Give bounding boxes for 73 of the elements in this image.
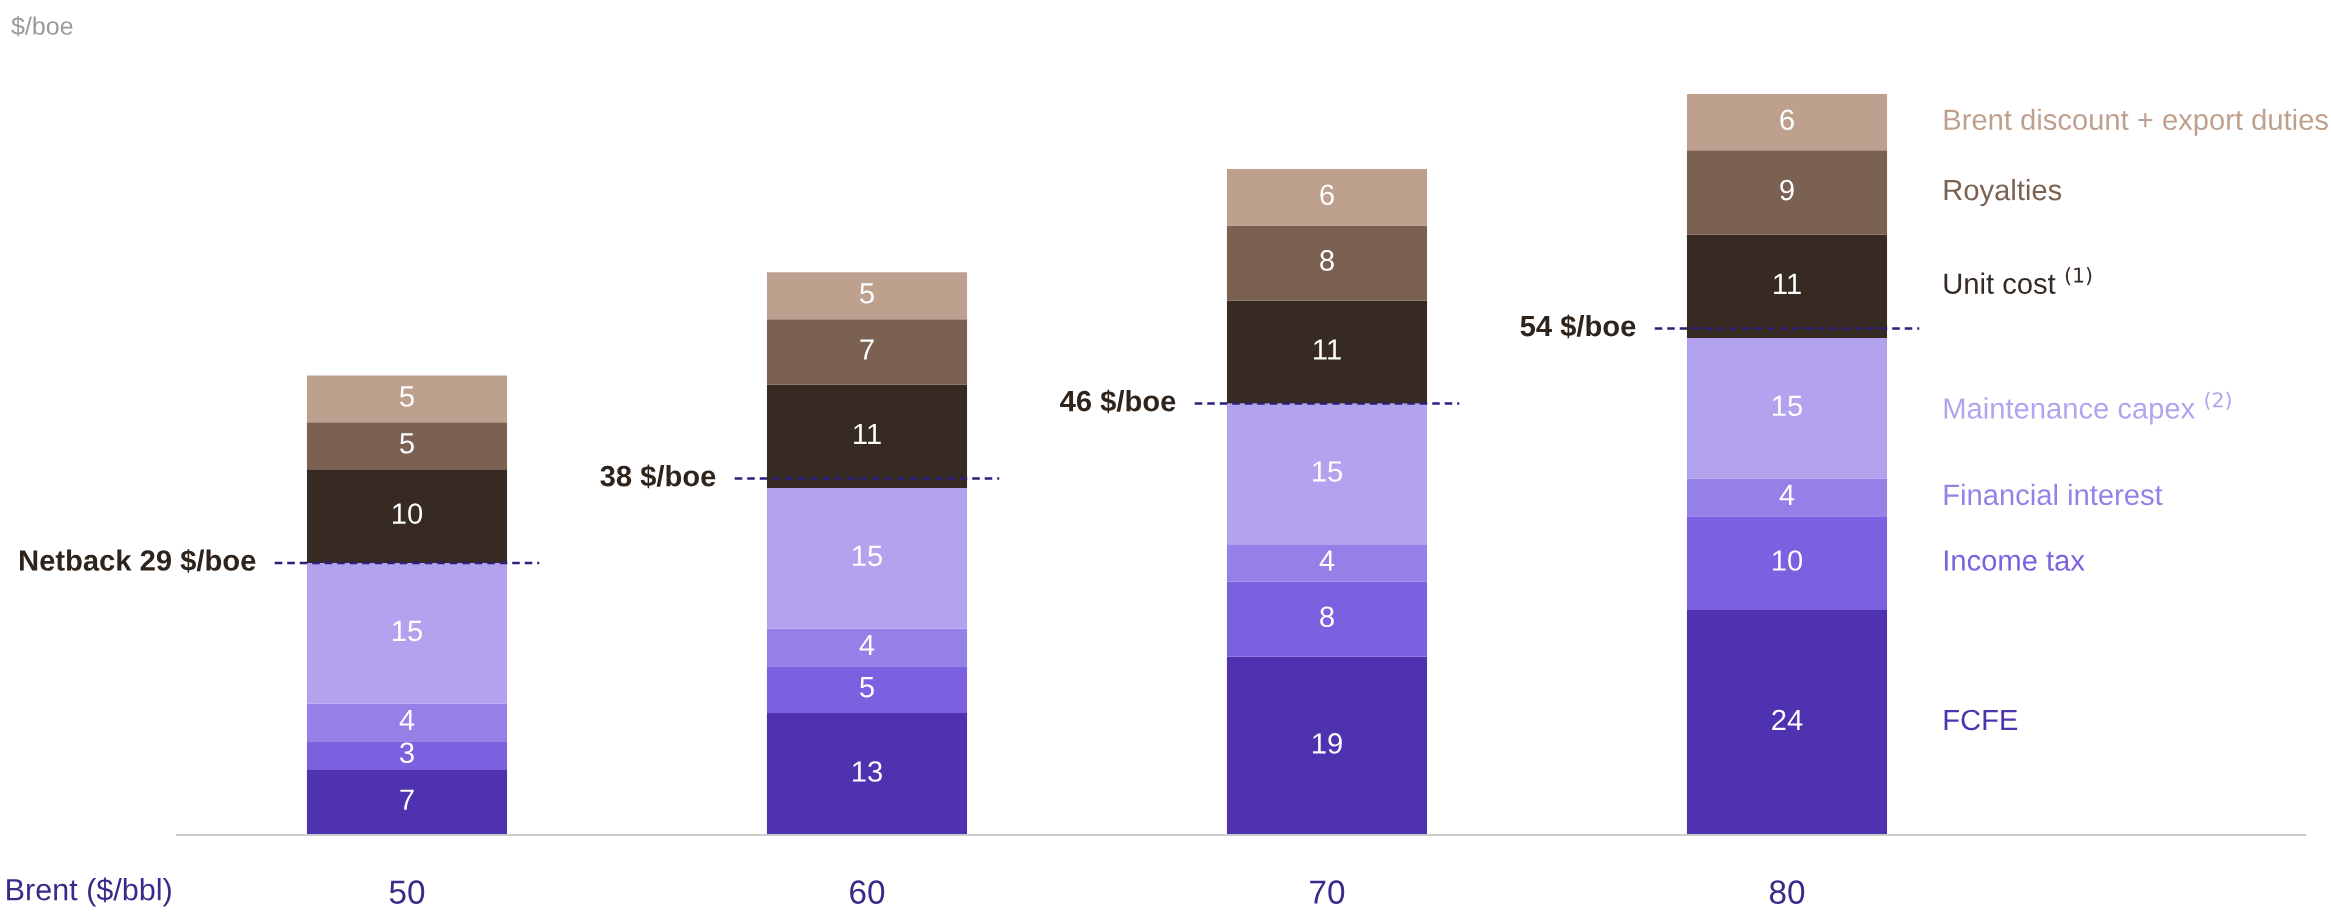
data-label: 13 [853,761,882,782]
bar [1686,337,1888,479]
bar [1226,169,1428,226]
ref-line-label: 46 $/boe [1060,389,1176,414]
series-label: Income tax [1944,550,2085,571]
data-label: 4 [1319,550,1335,571]
data-label: 7 [400,789,414,810]
bar [306,741,508,770]
series-label: Maintenance capex $^{(2)}$ [1944,391,2231,425]
data-label: 9 [1780,179,1794,201]
bar [766,487,968,629]
data-label: 11 [854,423,881,444]
series-label: Unit cost $^{(1)}$ [1944,267,2092,294]
data-label: 8 [1320,250,1334,271]
data-label: 4 [859,634,875,655]
x-tick-label: 70 [1310,880,1345,904]
bar [1226,300,1428,404]
x-tick-label: 50 [389,880,425,904]
data-label: 15 [393,620,422,642]
bar [306,469,508,564]
bar [1226,403,1428,545]
bar [306,422,508,470]
bar [1226,225,1428,301]
bar [1686,94,1888,151]
x-axis-title: Brent ($/bbl) [7,877,171,907]
data-label: 7 [860,339,874,360]
x-tick-label: 80 [1769,880,1805,904]
data-label: 15 [1313,461,1342,482]
data-label: 5 [400,433,414,454]
bar [766,666,968,714]
bar [766,628,968,667]
bar [306,769,508,835]
ref-line-label: Netback 29 $/boe [20,548,256,573]
bar [1226,656,1428,835]
bar [306,703,508,742]
ref-line-label: 54 $/boe [1520,314,1636,339]
data-label: 4 [1779,484,1795,505]
y-axis-title: $/boe [11,16,73,37]
bar [766,319,968,385]
bar [766,713,968,835]
x-tick-label: 60 [850,880,885,904]
bar [1226,544,1428,582]
data-label: 24 [1772,709,1803,730]
series-label: Royalties [1944,178,2062,207]
series-label: Financial interest [1944,483,2163,506]
bar [1686,609,1888,835]
bar [766,272,968,320]
data-label: 19 [1313,733,1342,754]
data-label: 5 [860,283,874,304]
data-label: 6 [1780,109,1794,131]
data-label: 4 [399,709,415,730]
series-label: Brent discount + export duties [1944,108,2328,136]
bar [306,563,508,704]
data-label: 6 [1320,184,1334,206]
data-label: 8 [1320,606,1334,628]
data-label: 3 [400,742,414,764]
bar [1686,150,1888,235]
ref-line-label: 38 $/boe [600,464,716,489]
data-label: 15 [1773,395,1802,417]
bar [1226,581,1428,657]
data-label: 15 [853,545,882,567]
bar [1686,478,1888,517]
data-label: 10 [1773,550,1803,571]
bar [306,375,508,423]
bar [766,384,968,488]
data-label: 5 [860,677,874,698]
data-label: 11 [1774,273,1801,294]
data-label: 10 [393,503,423,524]
series-label: FCFE [1944,709,2018,731]
bar [1686,234,1888,338]
data-label: 5 [400,386,414,407]
data-label: 11 [1314,339,1341,360]
bar [1686,516,1888,610]
